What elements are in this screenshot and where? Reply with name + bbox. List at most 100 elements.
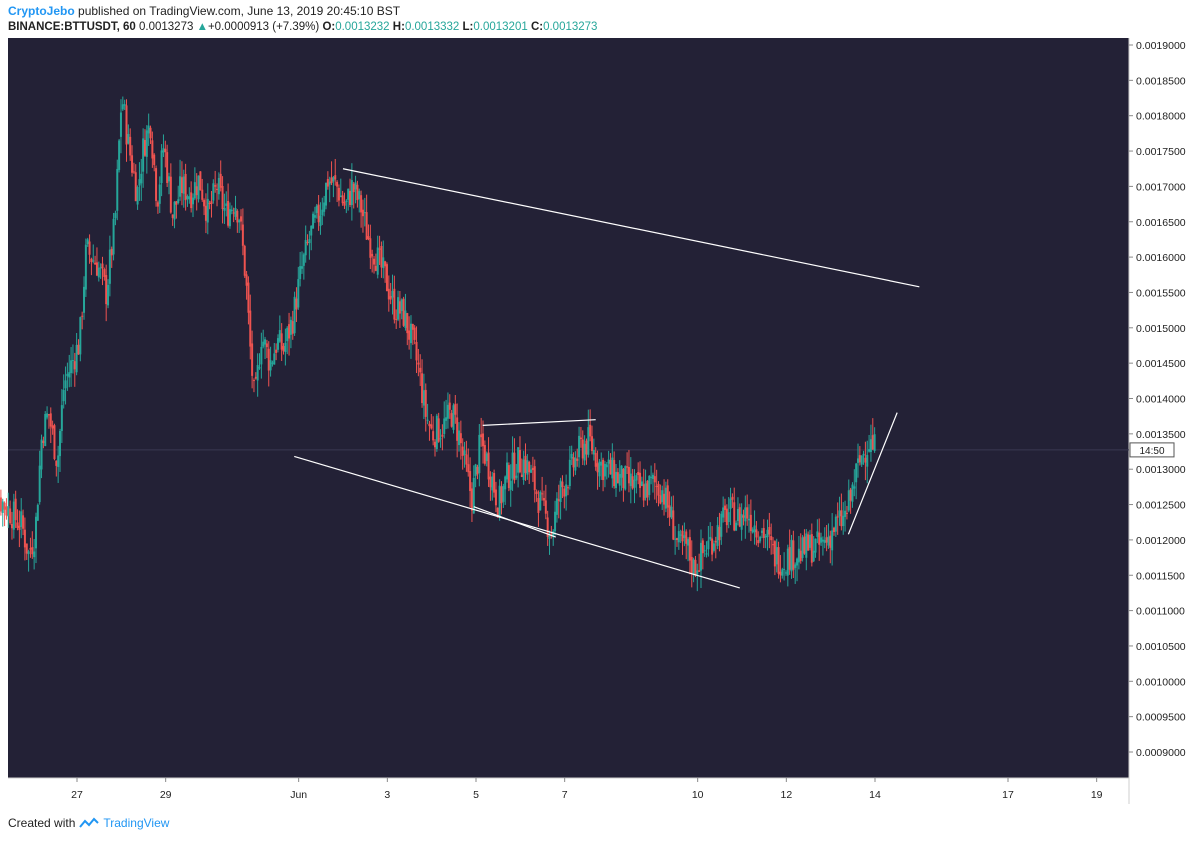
candle-body xyxy=(417,362,420,365)
trendline-mid-top[interactable] xyxy=(482,419,596,426)
price-tick-label: 0.0019000 xyxy=(1136,40,1186,52)
candle-body xyxy=(688,537,691,561)
candle-body xyxy=(252,380,255,382)
candle-body xyxy=(151,140,154,159)
candle-body xyxy=(71,360,74,362)
candle-body xyxy=(256,365,259,381)
candle-body xyxy=(685,531,688,544)
price-tick-label: 0.0016000 xyxy=(1136,252,1186,264)
candle-body xyxy=(611,457,614,479)
candle-body xyxy=(836,516,839,518)
candle-body xyxy=(312,213,315,229)
candle-body xyxy=(354,182,357,190)
time-tick-label: 29 xyxy=(160,789,172,801)
candle-body xyxy=(827,536,830,546)
candle-body xyxy=(687,539,690,546)
candle-body xyxy=(810,534,813,563)
candle-body xyxy=(389,296,392,300)
candle-body xyxy=(504,476,507,490)
price-tick-label: 0.0014500 xyxy=(1136,358,1186,370)
candle-body xyxy=(367,236,370,239)
candle-body xyxy=(300,266,303,269)
time-tick-label: 10 xyxy=(692,789,704,801)
price-tick-label: 0.0011500 xyxy=(1136,570,1185,582)
candle-body xyxy=(123,104,126,106)
candle-body xyxy=(276,338,279,350)
candle-body xyxy=(583,443,586,461)
candle-body xyxy=(443,418,446,434)
candle-body xyxy=(127,133,130,144)
trendline-upper-channel[interactable] xyxy=(342,168,920,288)
price-tick-label: 0.0017500 xyxy=(1136,146,1186,158)
author-link[interactable]: CryptoJebo xyxy=(8,4,75,18)
candle-body xyxy=(319,215,322,227)
candle-body xyxy=(579,437,582,440)
candle-body xyxy=(779,571,782,576)
candle-body xyxy=(221,185,224,209)
candle-body xyxy=(773,541,776,567)
candle-body xyxy=(692,559,695,576)
candle-body xyxy=(387,288,390,300)
candle-body xyxy=(62,390,65,402)
candle-body xyxy=(520,474,523,478)
candle-body xyxy=(160,150,163,184)
candle-body xyxy=(7,506,10,517)
candle-body xyxy=(489,476,492,488)
price-tick-label: 0.0016500 xyxy=(1136,217,1186,229)
candle-body xyxy=(10,523,13,529)
candle-body xyxy=(441,434,444,437)
candle-body xyxy=(400,299,403,312)
candle-body xyxy=(336,181,339,187)
candle-body xyxy=(299,266,302,280)
candle-body xyxy=(275,349,278,353)
candle-body xyxy=(317,204,320,223)
candle-body xyxy=(699,542,702,571)
candle-body xyxy=(325,182,328,206)
candle-body xyxy=(544,500,547,514)
candle-body xyxy=(733,502,736,531)
time-tick-label: Jun xyxy=(290,789,307,801)
candle-body xyxy=(304,240,307,256)
candle-body xyxy=(674,538,677,540)
price-tick-label: 0.0012000 xyxy=(1136,535,1186,547)
candle-body xyxy=(206,198,209,223)
candle-body xyxy=(873,434,876,451)
candle-body xyxy=(784,572,787,574)
candle-body xyxy=(369,238,372,258)
candle-body xyxy=(755,529,758,538)
plot-area[interactable] xyxy=(8,38,1129,778)
candle-body xyxy=(203,200,206,207)
candle-body xyxy=(467,464,470,473)
candle-body xyxy=(531,467,534,471)
candle-body xyxy=(173,201,176,220)
candle-body xyxy=(217,177,220,195)
up-arrow-icon: ▲ xyxy=(196,21,208,33)
candle-body xyxy=(321,209,324,216)
candle-body xyxy=(365,212,368,240)
candle-body xyxy=(121,104,124,110)
candle-body xyxy=(166,152,169,183)
trendline-rising-support[interactable] xyxy=(847,412,898,535)
candle-body xyxy=(764,536,767,538)
candle-body xyxy=(533,466,536,491)
candle-body xyxy=(153,154,156,166)
candle-body xyxy=(675,538,678,540)
candle-body xyxy=(633,479,636,488)
candle-body xyxy=(55,460,58,466)
candle-body xyxy=(12,501,15,530)
candle-body xyxy=(786,548,789,576)
time-axis[interactable] xyxy=(8,778,1129,804)
trendline-mid-bottom[interactable] xyxy=(473,506,557,538)
candle-body xyxy=(554,511,557,532)
candle-body xyxy=(797,548,800,563)
price-axis[interactable] xyxy=(1129,38,1192,778)
candle-body xyxy=(864,457,867,463)
candle-body xyxy=(378,248,381,250)
candle-body xyxy=(766,529,769,537)
candle-body xyxy=(666,485,669,508)
candle-body xyxy=(624,466,627,490)
candle-body xyxy=(186,196,189,200)
tradingview-link[interactable]: TradingView xyxy=(103,816,170,830)
candle-body xyxy=(868,449,871,452)
